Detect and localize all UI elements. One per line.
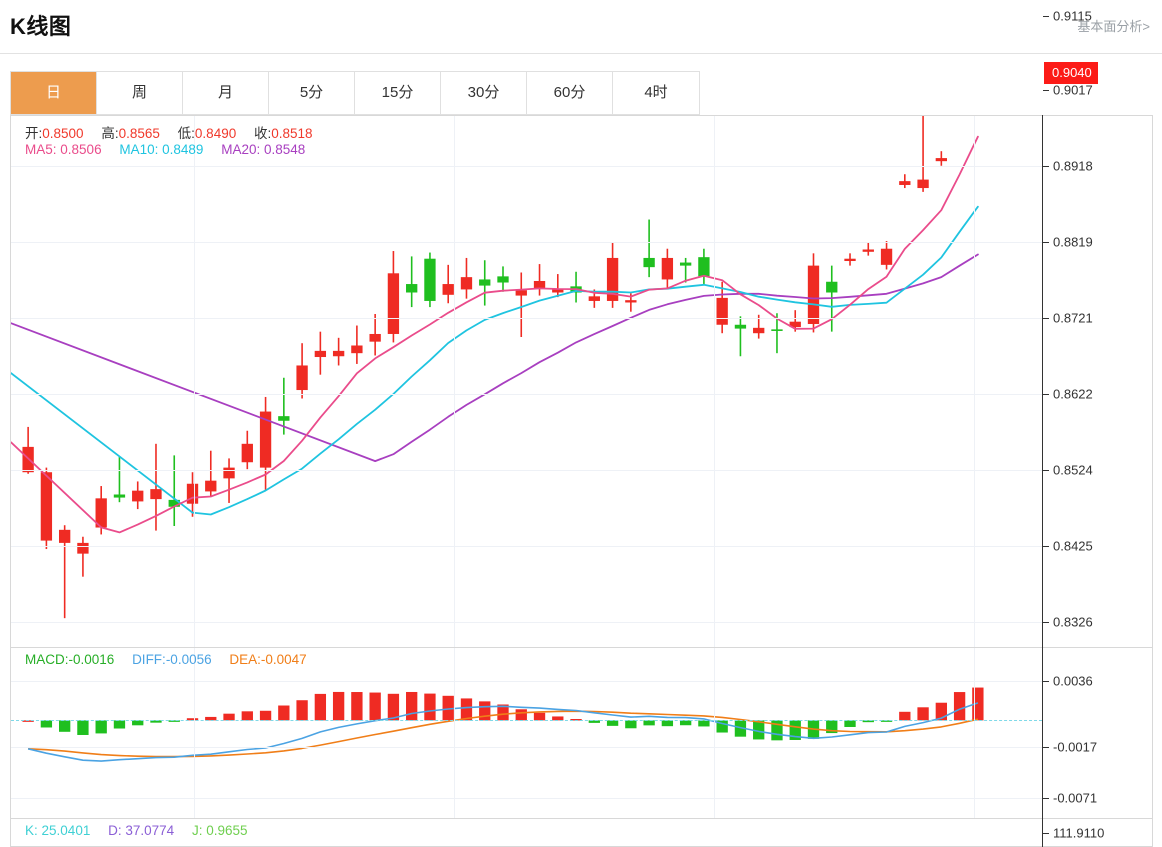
price-axis-label: 0.8721 [1053,310,1093,326]
macd-axis: 0.0036 -0.0017 -0.0071 [1043,648,1153,819]
diff-value: -0.0056 [165,652,212,667]
page-title: K线图 [10,14,72,39]
ohlc-legend: 开:0.8500 高:0.8565 低:0.8490 收:0.8518 [25,122,327,142]
dea-label: DEA: [229,652,261,667]
price-gridline [11,470,1042,471]
axis-tick [1043,166,1049,167]
ma-legend: MA5: 0.8506 MA10: 0.8489 MA20: 0.8548 [25,142,319,157]
k-label: K: [25,823,38,838]
price-axis-label: 0.8326 [1053,614,1093,630]
price-gridline [11,622,1042,623]
ma20-value: 0.8548 [264,142,306,157]
d-label: D: [108,823,122,838]
tab-0[interactable]: 日 [11,72,97,114]
dea-value: -0.0047 [260,652,307,667]
kdj-axis-label: 111.9110 [1053,825,1105,841]
axis-tick [1043,318,1049,319]
value-axis-column: 0.9115 0.9017 0.8918 0.8819 0.8721 0.8622 0.85… [1042,9,1153,847]
macd-axis-label: -0.0071 [1053,790,1098,806]
fundamental-analysis-link[interactable]: 基本面分析> [1077,19,1150,34]
chart-frame: 开:0.8500 高:0.8565 低:0.8490 收:0.8518 MA5:… [10,9,1153,847]
ma5-label: MA5: [25,142,57,157]
macd-legend: MACD:-0.0016 DIFF:-0.0056 DEA:-0.0047 [25,652,321,667]
kdj-chart-panel[interactable]: K: 25.0401 D: 37.0774 J: 0.9655 [10,819,1042,847]
axis-tick [1043,394,1049,395]
macd-zero-line [11,720,1042,722]
price-vgridline [454,116,455,647]
macd-label: MACD: [25,652,69,667]
price-vgridline [194,116,195,647]
price-axis-label: 0.9115 [1053,8,1092,24]
price-gridline [11,242,1042,243]
kdj-legend: K: 25.0401 D: 37.0774 J: 0.9655 [25,823,262,838]
price-axis-label: 0.8425 [1053,538,1093,554]
axis-tick [1043,470,1049,471]
j-label: J: [191,823,203,838]
close-value: 0.8518 [271,126,313,141]
price-axis-label: 0.8524 [1053,462,1093,478]
tab-3[interactable]: 5分 [269,72,355,114]
high-value: 0.8565 [118,126,160,141]
tab-1[interactable]: 周 [97,72,183,114]
tab-2[interactable]: 月 [183,72,269,114]
macd-vgridline [194,648,195,818]
open-value: 0.8500 [42,126,84,141]
price-vgridline [974,116,975,647]
macd-series [22,687,984,762]
axis-tick [1043,833,1049,834]
ma20-label: MA20: [221,142,261,157]
macd-vgridline [974,648,975,818]
price-vgridline [714,116,715,647]
price-gridline [11,394,1042,395]
axis-tick [1043,747,1049,748]
page-header: K线图 基本面分析> [0,0,1162,54]
axis-tick [1043,242,1049,243]
macd-value: -0.0016 [68,652,115,667]
diff-label: DIFF: [132,652,166,667]
macd-gridline [11,681,1042,682]
close-label: 收: [253,126,272,141]
kdj-axis: 111.9110 [1043,819,1153,847]
price-axis-label: 0.8819 [1053,234,1093,250]
timeframe-tabbar: 日周月 5分 15分 30分 60分 4时 [10,71,700,115]
current-price-tag: 0.9040 [1044,61,1098,84]
price-chart-panel[interactable]: 开:0.8500 高:0.8565 低:0.8490 收:0.8518 MA5:… [10,115,1042,648]
tab-6[interactable]: 60分 [527,72,613,114]
high-label: 高: [101,126,119,141]
price-axis-label: 0.8622 [1053,386,1093,402]
macd-gridline [11,747,1042,748]
ma5-value: 0.8506 [60,142,102,157]
axis-tick [1043,16,1049,17]
tab-4[interactable]: 15分 [355,72,441,114]
macd-axis-label: -0.0017 [1053,739,1098,755]
price-axis-label: 0.8918 [1053,158,1093,174]
price-axis-label: 0.9017 [1053,82,1093,98]
axis-tick [1043,681,1049,682]
axis-tick [1043,546,1049,547]
axis-tick [1043,90,1049,91]
macd-gridline [11,798,1042,799]
ma10-value: 0.8489 [162,142,204,157]
ma10-label: MA10: [119,142,159,157]
k-value: 25.0401 [41,823,91,838]
low-value: 0.8490 [194,126,237,141]
macd-axis-label: 0.0036 [1053,673,1093,689]
macd-chart-panel[interactable]: MACD:-0.0016 DIFF:-0.0056 DEA:-0.0047 [10,648,1042,819]
price-gridline [11,546,1042,547]
tab-5[interactable]: 30分 [441,72,527,114]
price-axis: 0.9115 0.9017 0.8918 0.8819 0.8721 0.8622 0.85… [1043,9,1153,648]
tab-7[interactable]: 4时 [613,72,699,114]
candlestick-series [11,116,979,619]
macd-vgridline [714,648,715,818]
d-value: 37.0774 [125,823,175,838]
macd-vgridline [454,648,455,818]
price-gridline [11,166,1042,167]
axis-tick [1043,798,1049,799]
price-gridline [11,318,1042,319]
axis-tick [1043,622,1049,623]
j-value: 0.9655 [206,823,248,838]
low-label: 低: [177,126,195,141]
open-label: 开: [25,126,43,141]
